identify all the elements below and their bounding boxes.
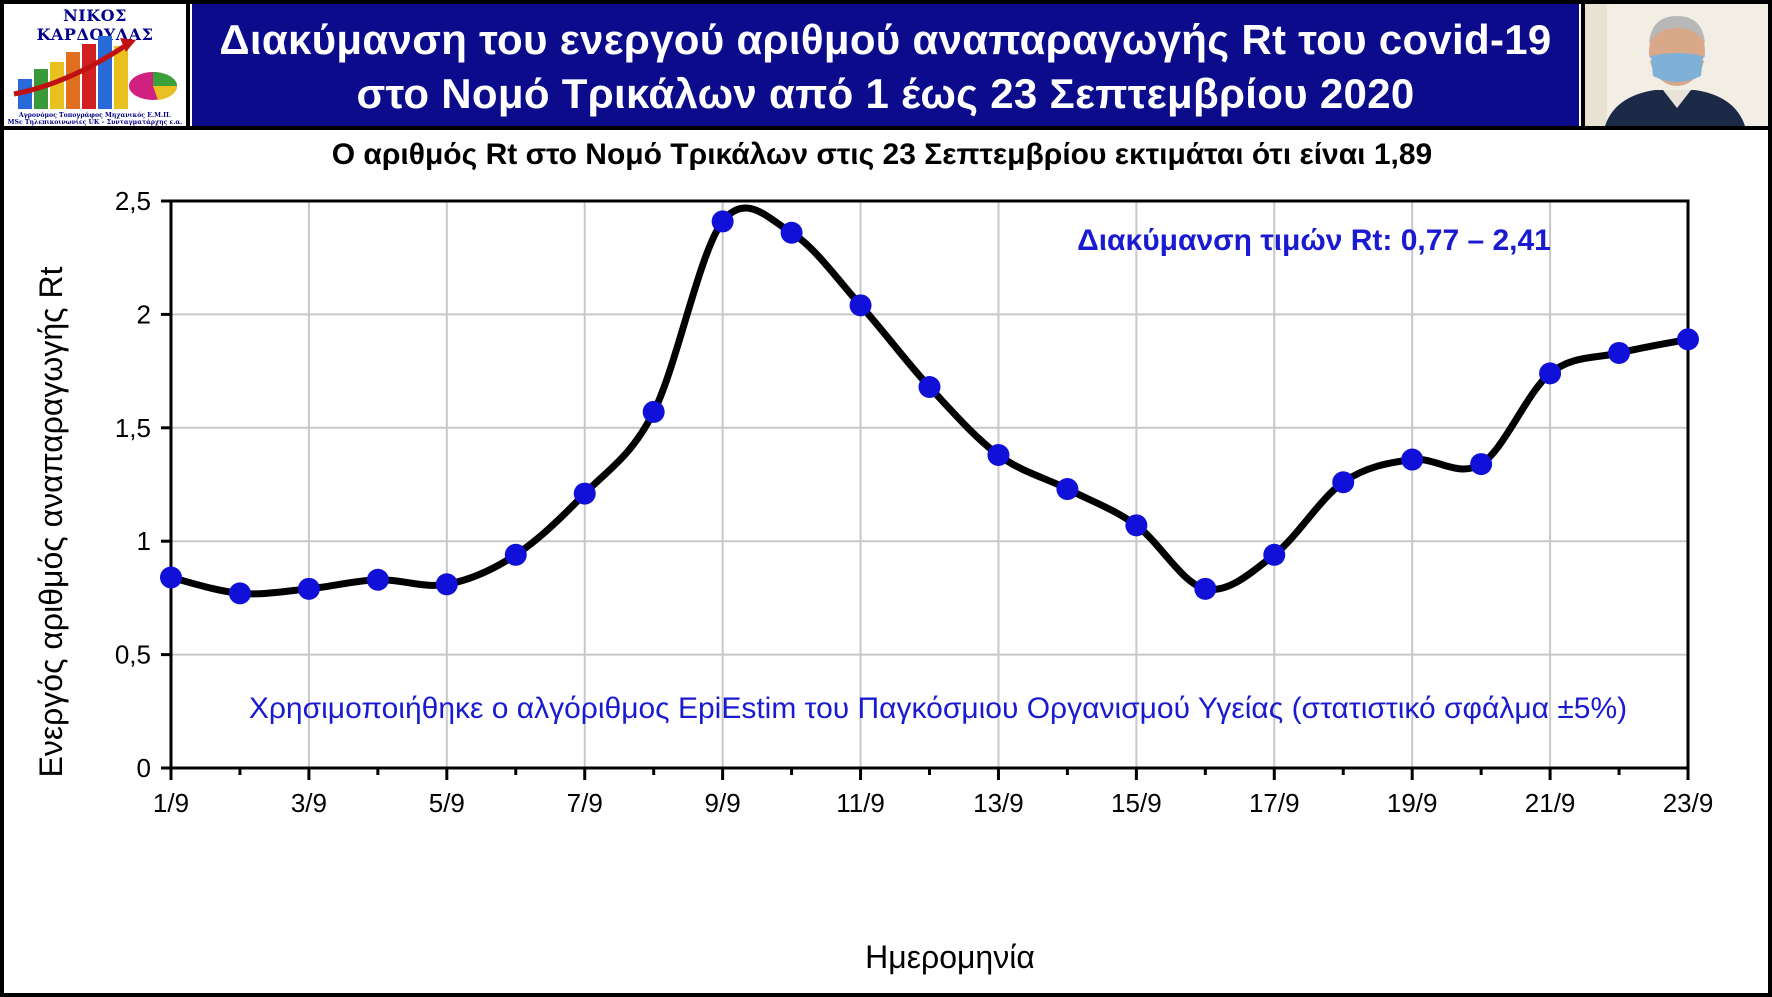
axes	[161, 199, 1690, 780]
x-axis-label: Ημερομηνία	[865, 939, 1035, 975]
x-tick-label: 23/9	[1663, 788, 1714, 818]
logo-subtitle-2: MSc Τηλεπικοινωνίες UK – Συνταγματάρχης …	[7, 119, 183, 126]
y-tick-labels: 0 0,5 1 1,5 2 2,5	[115, 186, 151, 783]
data-point	[1608, 341, 1631, 364]
data-point	[780, 221, 803, 244]
data-point	[1539, 362, 1562, 385]
x-tick-label: 5/9	[429, 788, 465, 818]
data-point	[1332, 471, 1355, 494]
portrait-icon	[1585, 4, 1768, 126]
data-point	[366, 568, 389, 591]
x-tick-label: 7/9	[567, 788, 603, 818]
page-title-line-2: στο Νομό Τρικάλων από 1 έως 23 Σεπτεμβρί…	[356, 70, 1415, 117]
data-point	[1470, 453, 1493, 476]
grid-lines	[170, 200, 1689, 769]
y-axis-label: Ενεργός αριθμός αναπαραγωγής Rt	[33, 266, 69, 777]
data-point	[573, 482, 596, 505]
x-tick-label: 15/9	[1111, 788, 1162, 818]
y-tick-label: 0,5	[115, 640, 151, 670]
data-point	[1056, 478, 1079, 501]
x-tick-label: 17/9	[1249, 788, 1300, 818]
bar-chart-logo-icon	[13, 36, 178, 109]
x-tick-label: 3/9	[291, 788, 327, 818]
rt-line-chart: Ο αριθμός Rt στο Νομό Τρικάλων στις 23 Σ…	[33, 138, 1713, 975]
x-tick-label: 13/9	[973, 788, 1024, 818]
x-tick-labels: 1/9 3/9 5/9 7/9 9/9 11/9 13/9 15/9 17/9 19/9 21/9 2…	[153, 788, 1713, 818]
data-point	[642, 400, 665, 423]
y-tick-label: 1,5	[115, 413, 151, 443]
data-point	[1194, 577, 1217, 600]
logo-subtitle-1: Αγρονόμος Τοπογράφος Μηχανικός Ε.Μ.Π.	[18, 112, 172, 119]
page-title-line-1: Διακύμανση του ενεργού αριθμού αναπαραγω…	[219, 16, 1552, 63]
header-banner: Διακύμανση του ενεργού αριθμού αναπαραγω…	[190, 4, 1581, 126]
data-point	[297, 577, 320, 600]
x-tick-label: 9/9	[705, 788, 741, 818]
data-point	[918, 375, 941, 398]
author-photo	[1585, 4, 1768, 126]
data-point	[1125, 514, 1148, 537]
x-tick-label: 1/9	[153, 788, 189, 818]
data-point	[435, 573, 458, 596]
chart-panel: Ο αριθμός Rt στο Νομό Τρικάλων στις 23 Σ…	[4, 130, 1768, 993]
plot-border	[169, 199, 1690, 770]
y-tick-label: 1	[137, 526, 151, 556]
y-tick-label: 2,5	[115, 186, 151, 216]
y-tick-label: 2	[137, 299, 151, 329]
y-tick-label: 0	[137, 753, 151, 783]
x-tick-label: 21/9	[1525, 788, 1576, 818]
data-point	[849, 294, 872, 317]
x-tick-label: 19/9	[1387, 788, 1438, 818]
logo: ΝΙΚΟΣ ΚΑΡΔΟΥΛΑΣ Αγρονόμος Τοπογράφος Μηχ…	[4, 4, 186, 126]
x-tick-label: 11/9	[836, 788, 885, 818]
data-point	[160, 566, 182, 589]
data-point	[1401, 448, 1424, 471]
chart-title: Ο αριθμός Rt στο Νομό Τρικάλων στις 23 Σ…	[332, 138, 1433, 171]
range-annotation: Διακύμανση τιμών Rt: 0,77 – 2,41	[1077, 224, 1551, 257]
data-point	[987, 444, 1010, 467]
method-annotation: Χρησιμοποιήθηκε ο αλγόριθμος EpiEstim το…	[249, 692, 1627, 725]
data-point	[228, 582, 251, 605]
data-point	[1263, 543, 1286, 566]
rt-series-line	[167, 204, 1692, 598]
data-point	[504, 543, 527, 566]
data-point	[711, 210, 734, 233]
data-markers	[160, 210, 1699, 605]
data-point	[1677, 328, 1699, 351]
